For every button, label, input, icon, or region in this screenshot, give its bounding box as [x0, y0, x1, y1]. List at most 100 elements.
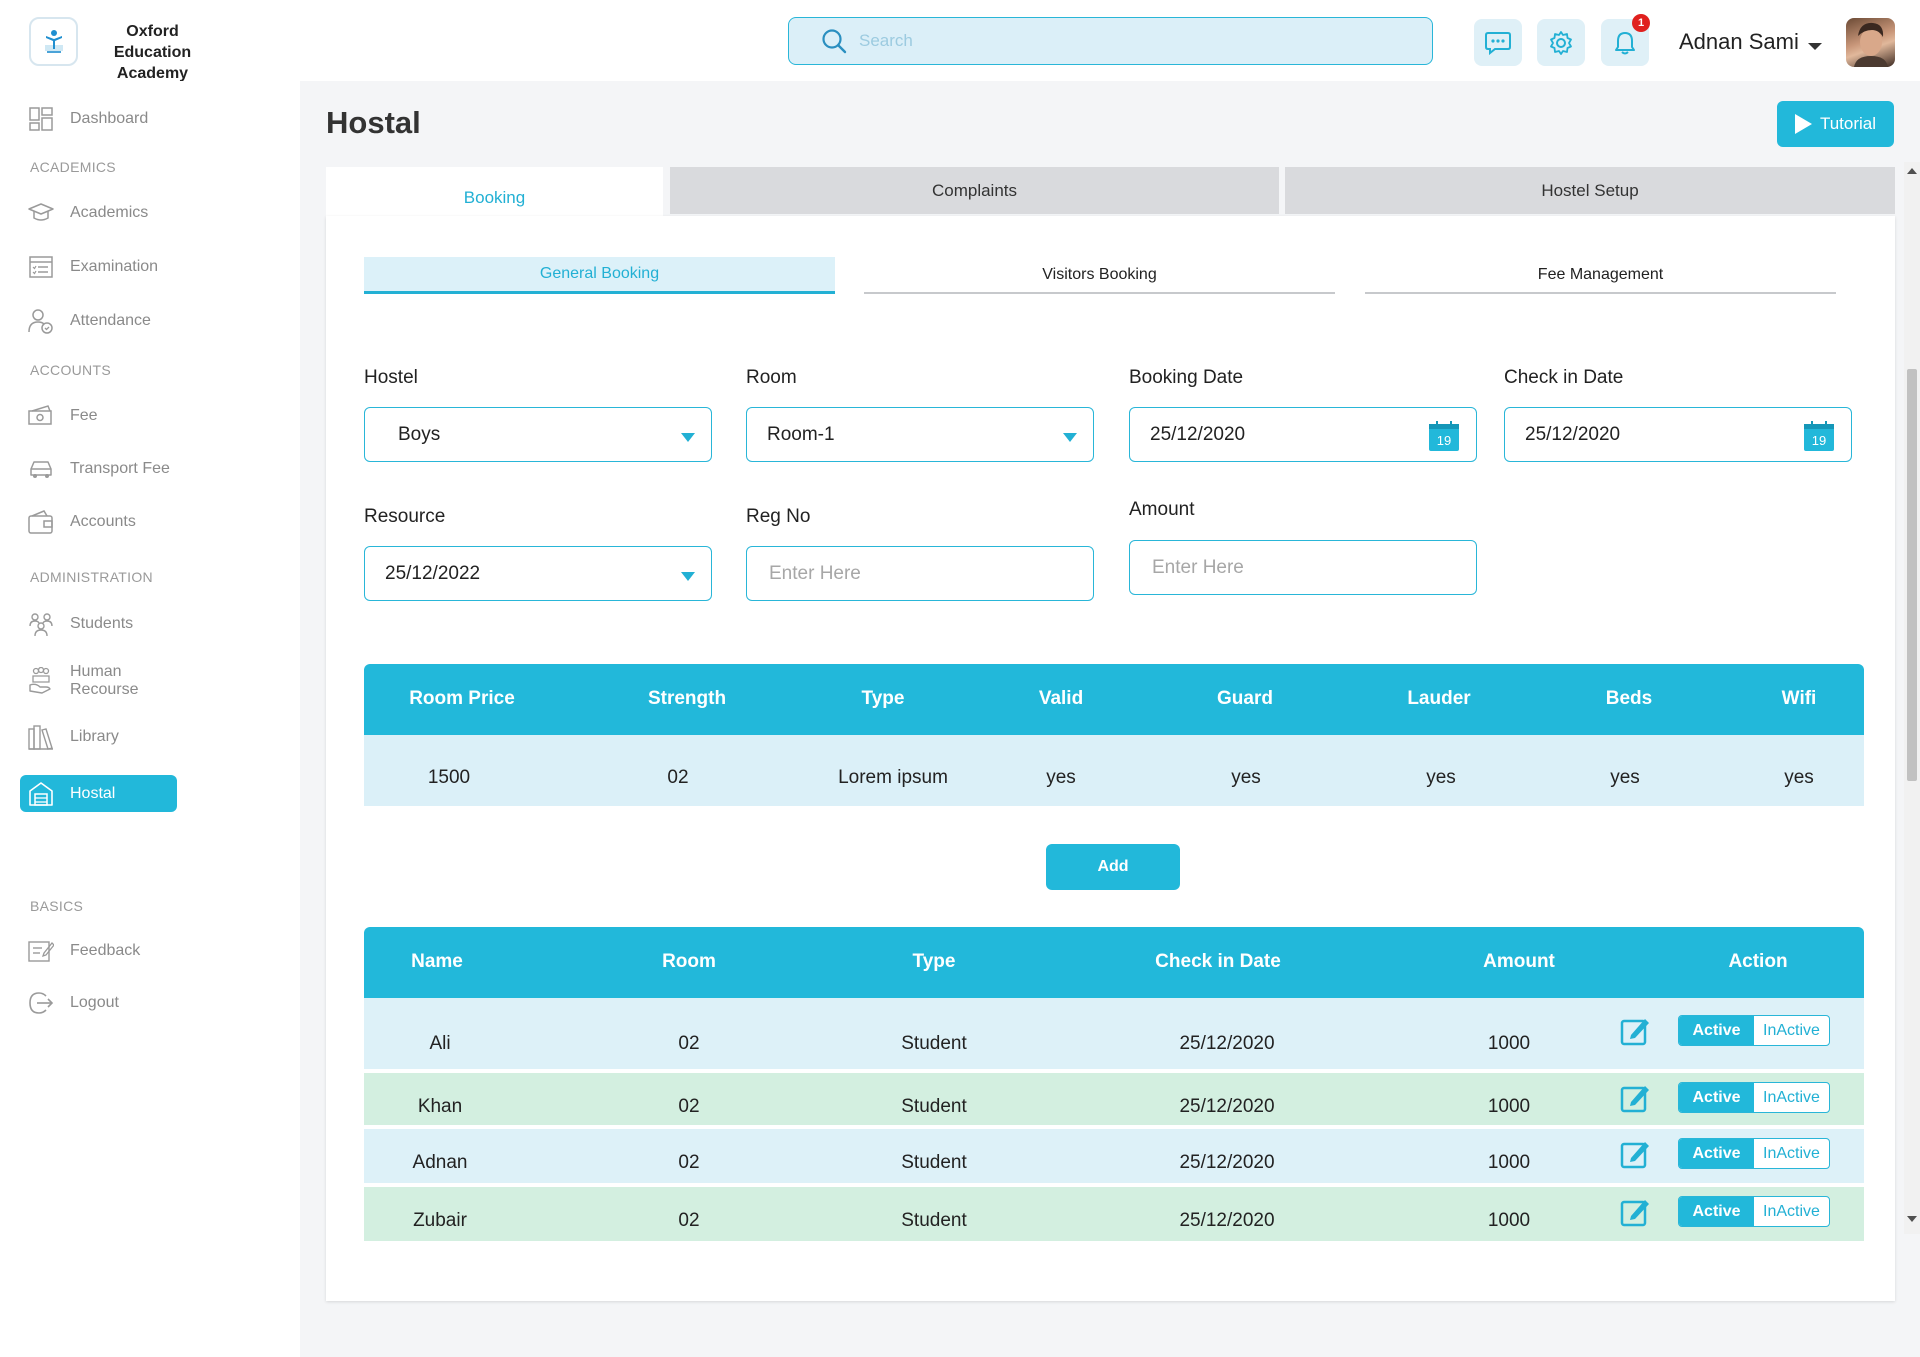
feedback-icon	[28, 938, 54, 964]
col-amount: Amount	[1483, 951, 1555, 972]
chevron-down-icon[interactable]	[1808, 43, 1822, 50]
inactive-button[interactable]: InActive	[1763, 1021, 1820, 1039]
calendar-day: 19	[1812, 433, 1826, 448]
tab-booking[interactable]: Booking	[326, 167, 663, 219]
edit-icon[interactable]	[1620, 1083, 1650, 1113]
amount-input[interactable]	[1152, 556, 1452, 579]
sidebar-item-label: Students	[70, 614, 134, 632]
tutorial-button[interactable]: Tutorial	[1777, 101, 1894, 147]
section-label-basics: BASICS	[30, 898, 84, 914]
sidebar-item-hostal[interactable]: Hostal	[20, 775, 177, 812]
status-toggle[interactable]: Active InActive	[1678, 1082, 1830, 1113]
sidebar-item-transport-fee[interactable]: Transport Fee	[20, 450, 177, 487]
messages-button[interactable]	[1474, 19, 1522, 66]
cell-name: Zubair	[413, 1210, 467, 1231]
cell-room-price: 1500	[427, 767, 471, 788]
sidebar-item-fee[interactable]: Fee	[20, 397, 177, 434]
add-button[interactable]: Add	[1046, 844, 1180, 890]
students-group-icon	[28, 611, 54, 637]
wallet-icon	[28, 509, 54, 535]
booking-date-field[interactable]: 25/12/2020 19	[1129, 407, 1477, 462]
sidebar-item-label: Hostal	[70, 784, 116, 802]
edit-icon[interactable]	[1620, 1197, 1650, 1227]
hand-people-icon	[28, 666, 54, 694]
tab-hostel-setup[interactable]: Hostel Setup	[1285, 167, 1895, 214]
active-button[interactable]: Active	[1679, 1016, 1754, 1045]
bookings-table: Name Room Type Check in Date Amount Acti…	[364, 927, 1864, 1241]
sidebar-item-human-recourse[interactable]: Human Recourse	[20, 662, 177, 699]
sidebar-item-dashboard[interactable]: Dashboard	[20, 100, 177, 137]
room-select[interactable]: Room-1	[746, 407, 1094, 462]
inactive-button[interactable]: InActive	[1763, 1144, 1820, 1162]
status-toggle[interactable]: Active InActive	[1678, 1196, 1830, 1227]
col-wifi: Wifi	[1781, 688, 1817, 709]
sidebar-item-label: Transport Fee	[70, 459, 170, 477]
sidebar-item-attendance[interactable]: Attendance	[20, 302, 177, 339]
cell-amount: 1000	[1487, 1152, 1531, 1173]
col-check-in-date: Check in Date	[1155, 951, 1281, 972]
sidebar-item-academics[interactable]: Academics	[20, 194, 177, 231]
subtab-general-booking[interactable]: General Booking	[364, 257, 835, 294]
user-name[interactable]: Adnan Sami	[1679, 29, 1799, 54]
hostel-select[interactable]: Boys	[364, 407, 712, 462]
scroll-up-arrow-icon[interactable]	[1907, 168, 1917, 174]
cell-type: Student	[901, 1152, 967, 1173]
booking-date-value: 25/12/2020	[1150, 423, 1246, 445]
calendar-icon[interactable]: 19	[1428, 420, 1460, 452]
bookings-table-body: Ali 02 Student 25/12/2020 1000 Active InActive…	[364, 998, 1864, 1241]
subtab-fee-management[interactable]: Fee Management	[1365, 257, 1836, 294]
sidebar-item-feedback[interactable]: Feedback	[20, 932, 177, 969]
edit-icon[interactable]	[1620, 1016, 1650, 1046]
status-toggle[interactable]: Active InActive	[1678, 1015, 1830, 1046]
notifications-button[interactable]: 1	[1601, 14, 1650, 66]
page-scrollbar[interactable]	[1904, 162, 1920, 1234]
search-icon	[822, 29, 847, 54]
active-button[interactable]: Active	[1679, 1197, 1754, 1226]
settings-button[interactable]	[1537, 19, 1585, 66]
avatar[interactable]	[1846, 18, 1895, 67]
sidebar-item-library[interactable]: Library	[20, 718, 177, 755]
regno-field[interactable]	[746, 546, 1094, 601]
sidebar-item-label: Academics	[70, 203, 149, 221]
room-value: Room-1	[767, 423, 835, 445]
money-icon	[28, 403, 54, 429]
graduation-cap-icon	[28, 200, 54, 226]
exam-sheet-icon	[28, 254, 54, 280]
sidebar-item-examination[interactable]: Examination	[20, 248, 177, 285]
academy-logo[interactable]	[29, 17, 78, 66]
sidebar-item-students[interactable]: Students	[20, 605, 177, 642]
regno-input[interactable]	[769, 562, 1069, 585]
checkin-date-label: Check in Date	[1504, 367, 1624, 388]
scroll-down-arrow-icon[interactable]	[1907, 1216, 1917, 1222]
col-type: Type	[912, 951, 956, 972]
search-bar[interactable]	[788, 17, 1433, 65]
cell-type: Student	[901, 1210, 967, 1231]
cell-room: 02	[678, 1210, 700, 1231]
cell-room: 02	[678, 1152, 700, 1173]
search-input[interactable]	[859, 31, 1419, 51]
tab-complaints[interactable]: Complaints	[670, 167, 1279, 214]
inactive-button[interactable]: InActive	[1763, 1202, 1820, 1220]
booking-date-label: Booking Date	[1129, 367, 1244, 388]
scroll-thumb[interactable]	[1907, 369, 1917, 781]
sidebar-item-accounts[interactable]: Accounts	[20, 503, 177, 540]
subtab-visitors-booking[interactable]: Visitors Booking	[864, 257, 1335, 294]
sidebar-item-label: Logout	[70, 993, 119, 1011]
edit-icon[interactable]	[1620, 1139, 1650, 1169]
sidebar-item-logout[interactable]: Logout	[20, 984, 177, 1021]
cell-amount: 1000	[1487, 1096, 1531, 1117]
resource-select[interactable]: 25/12/2022	[364, 546, 712, 601]
section-label-academics: ACADEMICS	[30, 159, 116, 175]
amount-field[interactable]	[1129, 540, 1477, 595]
active-button[interactable]: Active	[1679, 1083, 1754, 1112]
checkin-date-field[interactable]: 25/12/2020 19	[1504, 407, 1852, 462]
booking-card: General Booking Visitors Booking Fee Man…	[326, 216, 1895, 1301]
calendar-icon[interactable]: 19	[1803, 420, 1835, 452]
cell-type: Student	[901, 1096, 967, 1117]
attendance-user-icon	[28, 308, 54, 334]
col-strength: Strength	[647, 688, 727, 709]
car-icon	[28, 456, 54, 482]
active-button[interactable]: Active	[1679, 1139, 1754, 1168]
inactive-button[interactable]: InActive	[1763, 1088, 1820, 1106]
status-toggle[interactable]: Active InActive	[1678, 1138, 1830, 1169]
